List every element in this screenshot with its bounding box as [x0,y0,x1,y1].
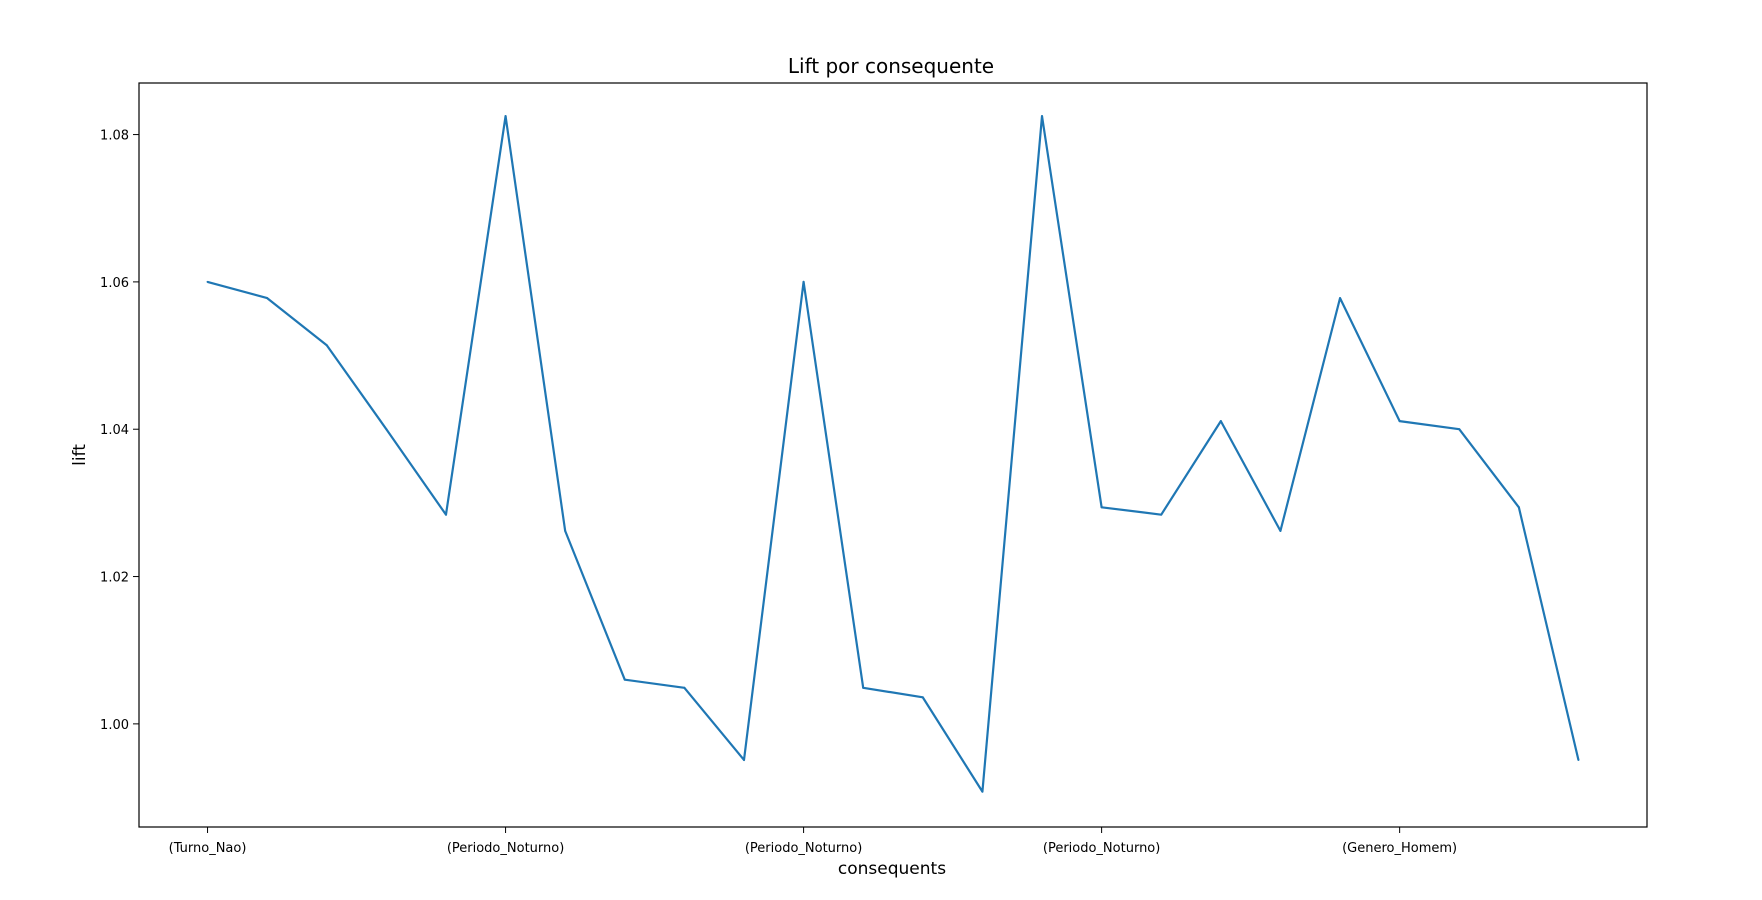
data-point [266,297,269,300]
data-point [862,686,865,689]
data-point [564,529,567,532]
data-point [1577,758,1580,761]
x-tick-label: (Periodo_Noturno) [1043,841,1160,856]
y-tick-label: 1.06 [100,276,129,291]
x-tick-label: (Turno_Nao) [169,841,247,856]
data-point [1160,513,1163,516]
data-point [683,686,686,689]
series-line [207,115,1580,793]
y-tick-label: 1.08 [100,129,129,144]
data-point [1279,529,1282,532]
data-point [1041,115,1044,118]
data-point [1398,420,1401,423]
data-point [385,428,388,431]
series-layer [206,115,1580,793]
y-tick-label: 1.02 [100,571,129,586]
data-point [623,678,626,681]
data-point [504,115,507,118]
data-point [742,758,745,761]
chart-title: Lift por consequente [788,54,994,78]
data-point [444,513,447,516]
y-tick-label: 1.04 [100,423,129,438]
data-point [1339,297,1342,300]
data-point [981,790,984,793]
x-tick-label: (Genero_Homem) [1342,841,1457,856]
data-point [802,280,805,283]
data-point [325,344,328,347]
x-tick-label: (Periodo_Noturno) [745,841,862,856]
data-point [1100,506,1103,509]
x-tick-label: (Periodo_Noturno) [447,841,564,856]
y-axis: 1.00 1.02 1.04 1.06 1.08 [100,129,139,733]
y-tick-label: 1.00 [100,718,129,733]
x-axis: (Turno_Nao) (Periodo_Noturno) (Periodo_Not… [169,827,1457,856]
data-point [921,696,924,699]
x-axis-label: consequents [838,859,946,879]
data-point [206,280,209,283]
y-axis-label: lift [70,444,90,466]
plot-area-frame [138,82,1648,828]
data-point [1219,420,1222,423]
data-point [1458,428,1461,431]
data-point [1517,506,1520,509]
